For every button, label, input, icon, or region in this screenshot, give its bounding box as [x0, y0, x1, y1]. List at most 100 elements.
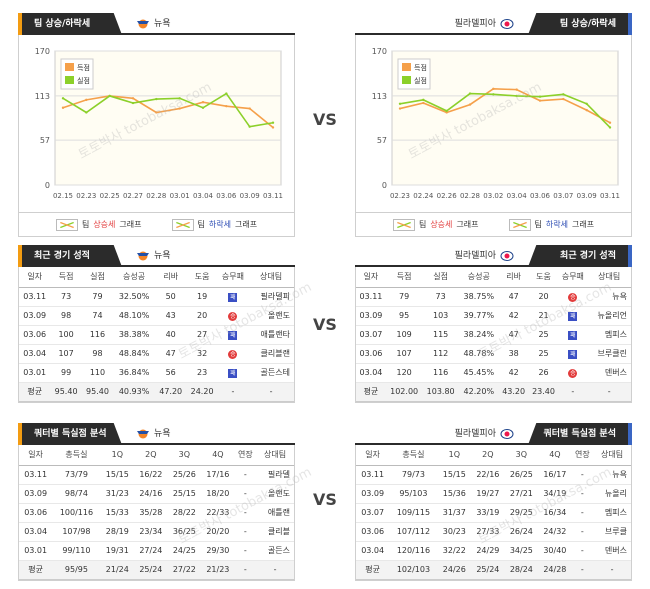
table-cell: 19/27 [471, 484, 505, 504]
data-point [538, 95, 542, 98]
table-cell: 24/28 [538, 560, 572, 580]
table-row: 03.04 120/116 32/22 24/29 34/25 30/40- 덴버스 [356, 541, 631, 561]
team-name-left: 뉴욕 [154, 429, 171, 439]
table-row: 03.11 73 79 32.50% 50 19 패 필라델피 [19, 287, 294, 307]
table-cell: - [571, 503, 594, 523]
table-cell: 패 [558, 344, 588, 364]
table-cell: 골든스테 [248, 363, 294, 383]
knicks-logo-icon [137, 429, 149, 439]
table-cell: 95 [385, 306, 423, 326]
table-cell: 95/103 [389, 484, 438, 504]
data-point [248, 107, 251, 110]
team-label-left: 뉴욕 [136, 248, 171, 264]
table-cell: 20 [528, 287, 559, 307]
column-header: 연장 [234, 445, 257, 466]
data-point [178, 97, 181, 100]
table-cell: 03.06 [19, 325, 51, 345]
table-row: 03.09 98 74 48.10% 43 20 승 올랜도 [19, 306, 294, 326]
y-tick-label: 170 [372, 47, 387, 56]
table-row: 03.01 99 110 36.84% 56 23 패 골든스테 [19, 363, 294, 383]
table-cell: 48.78% [458, 344, 499, 364]
table-cell: 30/23 [437, 522, 472, 542]
data-point [515, 94, 518, 98]
table-cell: 멤피스 [593, 503, 631, 523]
data-point [562, 97, 565, 101]
table-cell: 109 [385, 325, 423, 345]
table-cell: 패 [217, 325, 249, 345]
table-row: 03.11 79/73 15/15 22/16 26/25 16/17- 뉴욕 [356, 465, 631, 485]
table-cell: 50 [155, 287, 187, 307]
trend-tab-right: 팀 상승/하락세 [528, 13, 632, 35]
legend-suffix: 그래프 [456, 220, 479, 229]
table-cell: 99 [50, 363, 82, 383]
table-cell: 03.01 [19, 363, 51, 383]
rise-graph-icon [392, 218, 415, 231]
data-point [225, 92, 228, 95]
x-tick-label: 03.09 [240, 192, 260, 200]
table-cell: 103.80 [422, 382, 459, 402]
table-cell: 40 [155, 325, 187, 345]
table-cell: 112 [422, 344, 459, 364]
table-cell: 16/17 [538, 465, 572, 485]
home-away-badge: 승 [568, 368, 578, 378]
column-header: 연장 [571, 445, 594, 466]
column-header: 승성공 [113, 267, 155, 288]
table-cell: - [256, 560, 294, 580]
table-cell: 03.04 [356, 541, 390, 561]
trend-header-right: 팀 상승/하락세 필라델피아 [355, 13, 632, 35]
table-header-row: 일자 득점 실점 승성공 리바 도움 승무패 상대팀 [19, 267, 294, 288]
table-cell: 패 [558, 325, 588, 345]
legend-suffix: 그래프 [234, 220, 258, 229]
home-away-badge: 패 [568, 330, 578, 340]
table-cell: 95/95 [52, 560, 101, 580]
fall-legend-item: 팀 하락세 그래프 [171, 218, 258, 231]
table-cell: 03.06 [356, 522, 390, 542]
table-cell: - [217, 382, 249, 402]
table-cell: 40.93% [113, 382, 155, 402]
table-cell: 98/74 [52, 484, 101, 504]
table-cell: 120 [385, 363, 423, 383]
table-cell: 48.84% [113, 344, 155, 364]
table-cell: 74 [81, 306, 114, 326]
table-cell: 110 [81, 363, 114, 383]
table-cell: - [587, 382, 631, 402]
data-point [608, 121, 612, 124]
data-point [492, 87, 495, 91]
table-row: 03.11 79 73 38.75% 47 20 승 뉴욕 [356, 287, 631, 307]
data-point [515, 88, 518, 91]
table-cell: 20 [186, 306, 218, 326]
table-cell: - [234, 560, 257, 580]
table-cell: 뉴올리 [593, 484, 631, 504]
table-cell: - [234, 503, 257, 523]
column-header: 일자 [19, 445, 53, 466]
knicks-logo-icon [137, 251, 149, 261]
column-header: 총득실 [52, 445, 101, 466]
table-cell: 23/34 [134, 522, 168, 542]
table-cell: 107 [385, 344, 423, 364]
table-cell: 27/33 [471, 522, 505, 542]
table-cell: 애틀랜타 [248, 325, 294, 345]
team-label-right: 필라델피아 [455, 426, 514, 442]
legend-swatch [65, 76, 74, 84]
table-cell: - [234, 522, 257, 542]
trend-panel-left: 팀 상승/하락세 뉴욕 0 57 113 170 02.15 02.23 02.25 02.2… [18, 13, 295, 237]
table-cell: 45.45% [458, 363, 499, 383]
data-point [468, 103, 472, 106]
table-cell: 30/40 [538, 541, 572, 561]
legend-prefix: 팀 [81, 220, 90, 229]
x-tick-label: 03.02 [483, 192, 503, 200]
column-header: 승무패 [217, 267, 249, 288]
recent-table-right: 일자 득점 실점 승성공 리바 도움 승무패 상대팀 03.11 79 73 38.75% 47 20 승 뉴… [355, 267, 632, 403]
table-cell: 패 [558, 306, 588, 326]
table-cell: - [234, 484, 257, 504]
table-cell: 골든스 [256, 541, 294, 561]
table-cell: 25 [528, 325, 559, 345]
table-cell: 27/22 [167, 560, 202, 580]
data-point [131, 101, 135, 105]
table-cell: 18/20 [201, 484, 235, 504]
trend-chart-right: 0 57 113 170 02.23 02.24 02.26 02.28 03.02 03.04 0… [355, 35, 632, 213]
table-cell: 107/112 [389, 522, 438, 542]
quarter-header-left: 쿼터별 득실점 분석 뉴욕 [18, 423, 295, 445]
rise-graph-icon [55, 218, 78, 231]
